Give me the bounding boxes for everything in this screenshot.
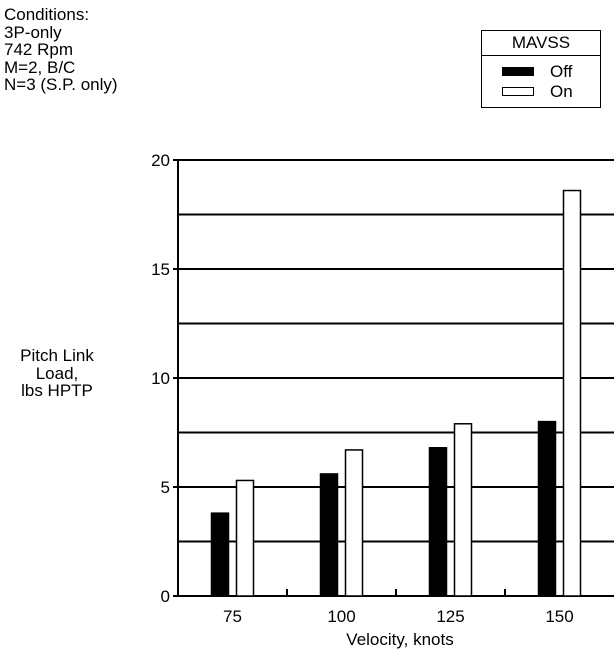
x-axis-label: Velocity, knots [346, 630, 454, 649]
legend-swatch-on [502, 87, 534, 96]
bar-off [537, 420, 557, 597]
legend-swatch-off [502, 67, 534, 76]
y-axis-label-line: lbs HPTP [21, 381, 93, 400]
bar-off [319, 473, 339, 597]
bar-on [453, 423, 473, 597]
x-tick-label: 100 [327, 607, 355, 626]
bar-off [210, 512, 230, 597]
legend-item-on: On [482, 82, 600, 102]
bar-on [344, 449, 364, 597]
bar-off [428, 447, 448, 597]
x-tick-label: 125 [436, 607, 464, 626]
y-axis-label: Pitch Link Load, lbs HPTP [0, 347, 114, 400]
y-axis-label-line: Pitch Link [20, 346, 94, 365]
legend-item-off: Off [482, 62, 600, 82]
x-tick-label: 75 [223, 607, 242, 626]
conditions-block: Conditions: 3P-only 742 Rpm M=2, B/C N=3… [4, 6, 118, 94]
y-tick-label: 10 [151, 369, 170, 388]
x-tick-label: 150 [545, 607, 573, 626]
bar-on [235, 479, 255, 597]
legend: MAVSS Off On [481, 30, 601, 108]
conditions-line: M=2, B/C [4, 57, 76, 77]
bar-on [562, 189, 582, 597]
conditions-line: 3P-only [4, 22, 62, 42]
conditions-line: 742 Rpm [4, 40, 73, 59]
legend-label-off: Off [550, 62, 573, 81]
legend-label-on: On [550, 82, 573, 101]
y-tick-label: 0 [161, 587, 170, 606]
conditions-line: Conditions: [4, 5, 90, 24]
conditions-line: N=3 (S.P. only) [4, 75, 118, 94]
y-axis-label-line: Load, [35, 363, 79, 383]
y-tick-label: 15 [151, 260, 170, 279]
legend-title: MAVSS [482, 31, 600, 56]
y-tick-label: 5 [161, 478, 170, 497]
y-tick-label: 20 [151, 151, 170, 170]
